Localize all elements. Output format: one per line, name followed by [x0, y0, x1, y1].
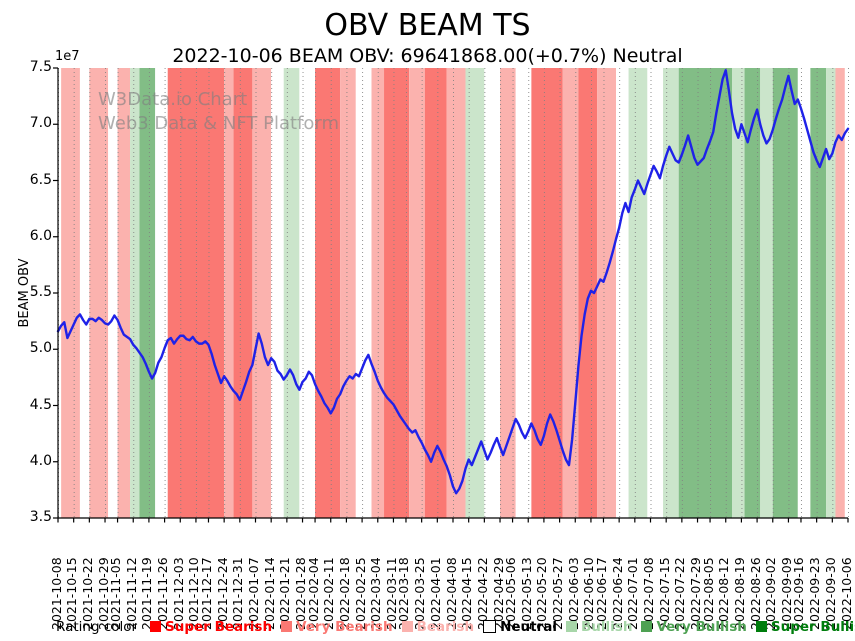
legend-swatch-icon [401, 621, 413, 632]
legend: Rating color Super Bearish Very Bearish Be… [0, 612, 855, 641]
rating-band [500, 68, 516, 518]
rating-band [844, 68, 848, 518]
y-tick-label: 4.0 [29, 452, 52, 469]
plot-area: 1e7 BEAM OBV 3.5 4.0 4.5 5.0 5.5 6.0 6.5 7.0 7.5… [17, 49, 854, 630]
legend-entry[interactable]: Very Bullish [641, 618, 747, 635]
rating-band [384, 68, 410, 518]
rating-band [155, 68, 168, 518]
rating-band [616, 68, 629, 518]
legend-label: Bullish [581, 618, 633, 635]
legend-entry[interactable]: Bearish [401, 618, 475, 635]
rating-band [233, 68, 253, 518]
legend-label: Neutral [500, 618, 557, 635]
rating-band [252, 68, 272, 518]
rating-band [810, 68, 827, 518]
rating-band [424, 68, 447, 518]
legend-title: Rating color [56, 618, 138, 635]
legend-label: Very Bearish [296, 618, 393, 635]
rating-band [578, 68, 598, 518]
rating-band [760, 68, 773, 518]
rating-band [117, 68, 131, 518]
y-tick-label: 7.5 [29, 59, 52, 75]
y-axis-exponent: 1e7 [55, 49, 80, 64]
rating-band [409, 68, 425, 518]
rating-band [108, 68, 118, 518]
rating-band [61, 68, 80, 518]
rating-band [139, 68, 156, 518]
y-axis-tick-labels: 3.5 4.0 4.5 5.0 5.5 6.0 6.5 7.0 7.5 [6, 59, 52, 525]
y-axis-title-wrap: BEAM OBV [14, 0, 32, 327]
legend-entry[interactable]: Super Bearish [150, 619, 272, 635]
rating-band [678, 68, 733, 518]
chart-subtitle: 2022-10-06 BEAM OBV: 69641868.00(+0.7%) … [172, 45, 683, 67]
legend-entry[interactable]: Neutral [483, 619, 557, 635]
rating-band [315, 68, 341, 518]
y-tick-label: 6.5 [29, 171, 52, 188]
legend-entry[interactable]: Bullish [566, 619, 632, 635]
rating-band [446, 68, 466, 518]
legend-entry[interactable]: Super Bullish [755, 618, 855, 635]
page-title: OBV BEAM TS [324, 8, 531, 43]
rating-band [465, 68, 485, 518]
legend-label: Super Bearish [165, 618, 273, 635]
legend-swatch-icon [150, 621, 162, 632]
rating-band [340, 68, 356, 518]
rating-band [531, 68, 563, 518]
legend-label: Super Bullish [770, 618, 855, 635]
legend-swatch-icon [483, 620, 497, 633]
y-tick-label: 5.5 [29, 284, 52, 300]
rating-band [835, 68, 845, 518]
rating-band [515, 68, 532, 518]
y-tick-label: 3.5 [29, 509, 52, 525]
legend-swatch-icon [641, 621, 653, 632]
y-tick-label: 4.5 [29, 396, 52, 413]
rating-band [224, 68, 234, 518]
rating-band [79, 68, 90, 518]
rating-band [647, 68, 664, 518]
rating-band [772, 68, 798, 518]
rating-band [299, 68, 316, 518]
legend-swatch-icon [755, 621, 767, 632]
rating-band [271, 68, 284, 518]
rating-band [283, 68, 300, 518]
legend-label: Bearish [416, 618, 475, 635]
plot-canvas [53, 67, 850, 523]
data-line-beam-obv [56, 69, 850, 495]
rating-band [58, 68, 62, 518]
rating-band [597, 68, 617, 518]
legend-swatch-icon [281, 621, 293, 632]
legend-swatch-icon [566, 621, 577, 632]
rating-band [744, 68, 761, 518]
rating-band [826, 68, 836, 518]
rating-band [484, 68, 501, 518]
rating-band [130, 68, 140, 518]
rating-band [628, 68, 648, 518]
y-tick-label: 5.0 [29, 340, 52, 357]
y-tick-label: 7.0 [29, 115, 52, 132]
rating-band [355, 68, 372, 518]
y-tick-label: 6.0 [29, 227, 52, 244]
legend-entry[interactable]: Very Bearish [281, 619, 393, 635]
rating-band [89, 68, 109, 518]
legend-label: Very Bullish [656, 618, 747, 635]
rating-band [663, 68, 679, 518]
